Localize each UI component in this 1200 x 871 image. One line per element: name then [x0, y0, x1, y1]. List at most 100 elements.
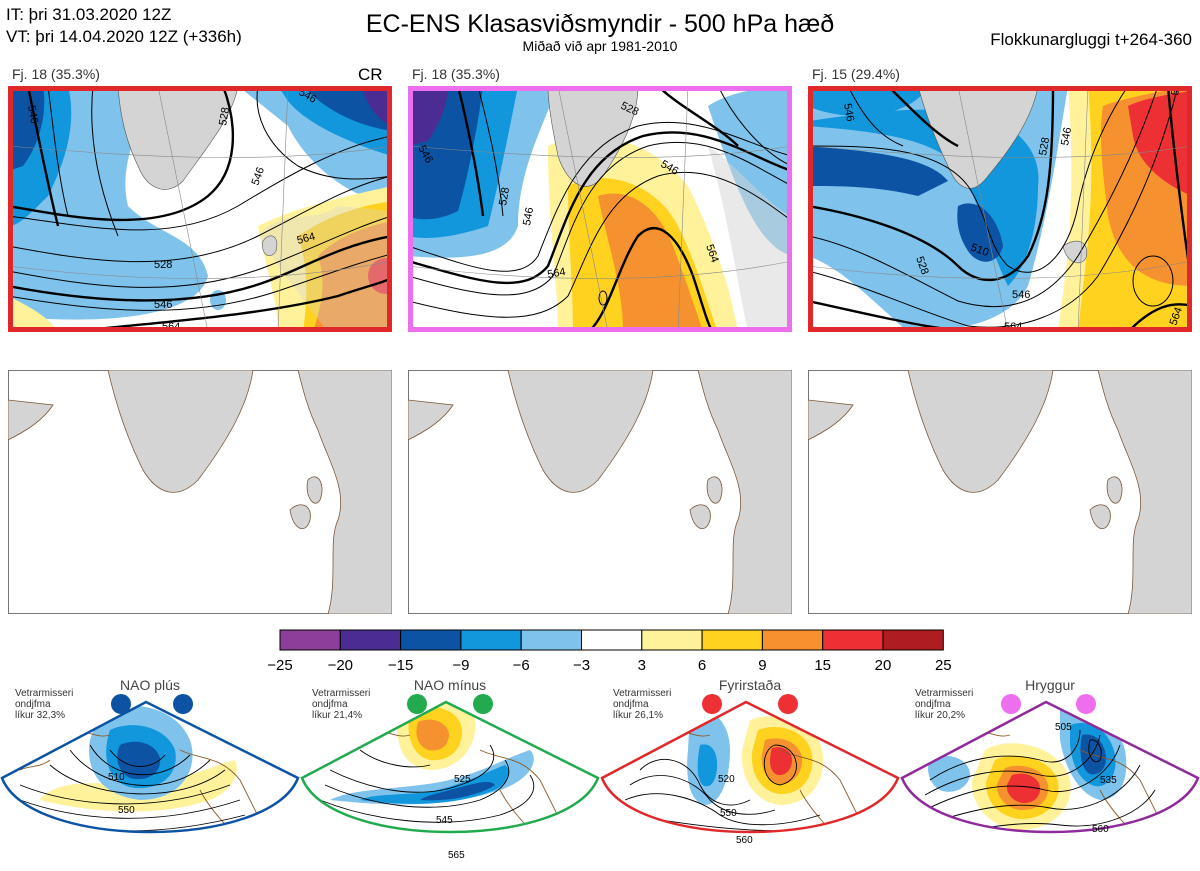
regime-2-dot: [473, 694, 493, 714]
contour-label: 528: [913, 255, 931, 276]
cluster-1-label: Fj. 18 (35.3%): [12, 66, 100, 82]
empty-map-3: [808, 370, 1192, 614]
contour-label: 510: [108, 772, 125, 783]
regime-4-info: Vetrarmisseri ondjfma líkur 20,2%: [915, 688, 974, 721]
contour-label: 528: [217, 106, 232, 126]
cluster-2-border: [408, 86, 792, 332]
contour-label: 545: [436, 815, 453, 826]
page-title: EC-ENS Klasasviðsmyndir - 500 hPa hæð: [365, 10, 835, 38]
colorbar-tick-label: 25: [935, 657, 952, 674]
colorbar-swatch: [882, 629, 944, 651]
regime-1-info: Vetrarmisseri ondjfma líkur 32,3%: [15, 688, 74, 721]
colorbar-swatch: [339, 629, 402, 651]
regime-3-border: [600, 700, 900, 834]
cluster-map-2: 528 546 528 546 564 564 546: [408, 86, 792, 332]
contour-label: 528: [154, 259, 172, 271]
contour-label: 564: [162, 321, 180, 332]
regime-1-title: NAO plús: [120, 677, 180, 693]
cluster-map-3: 546 528 510 546 528 564 546 564 564: [808, 86, 1192, 332]
contour-label: 528: [497, 186, 512, 206]
contour-label: 510: [969, 242, 990, 260]
cluster-2-label: Fj. 18 (35.3%): [412, 66, 500, 82]
valid-time: VT: þri 14.04.2020 12Z (+336h): [6, 27, 242, 46]
contour-label: 564: [703, 243, 721, 264]
colorbar-ticks: −25 −20 −15 −9 −6 −3 3 6 9 15 20 25: [267, 657, 951, 674]
colorbar-tick-label: 6: [698, 657, 706, 674]
contour-label: 546: [521, 206, 536, 226]
contour-label: 565: [448, 850, 465, 861]
init-time: IT: þri 31.03.2020 12Z: [6, 5, 172, 24]
contour-label: 546: [250, 166, 268, 187]
contour-label: 550: [720, 808, 737, 819]
empty-map-1: [8, 370, 392, 614]
regime-map-2: 525 545 565: [300, 694, 600, 861]
colorbar-swatches: [279, 629, 944, 651]
colorbar: −25 −20 −15 −9 −6 −3 3 6 9 15 20 25: [267, 629, 952, 674]
cluster-3-border: [808, 86, 1192, 332]
colorbar-tick-label: 20: [875, 657, 892, 674]
contour-label: 525: [454, 774, 471, 785]
regime-3-title: Fyrirstaða: [718, 677, 782, 693]
colorbar-tick-label: −9: [452, 657, 469, 674]
colorbar-swatch: [520, 629, 583, 651]
page-subtitle: Miðað við apr 1981-2010: [522, 38, 678, 54]
regime-4-dot: [1076, 694, 1096, 714]
contour-label: 560: [1092, 824, 1109, 835]
contour-label: 550: [118, 805, 135, 816]
cluster-map-1: 546 528 546 564 528 546 564 546: [8, 86, 392, 332]
colorbar-tick-label: 9: [758, 657, 766, 674]
colorbar-tick-label: −20: [328, 657, 353, 674]
contour-label: 528: [1037, 136, 1052, 156]
colorbar-swatch: [701, 629, 763, 651]
colorbar-swatch: [581, 629, 643, 651]
contour-label: 546: [841, 102, 856, 122]
contour-label: 564: [1004, 321, 1022, 332]
colorbar-tick-label: −25: [267, 657, 292, 674]
colorbar-swatch: [279, 629, 341, 651]
contour-label: 564: [296, 231, 317, 247]
regime-4-dot: [1001, 694, 1021, 714]
contour-label: 546: [25, 104, 40, 124]
regime-map-4: 505 535 560: [900, 694, 1200, 835]
empty-map-2: [408, 370, 792, 614]
contour-label: 564: [1169, 86, 1184, 97]
regime-2-border: [300, 700, 600, 834]
cluster-3-label: Fj. 15 (29.4%): [812, 66, 900, 82]
colorbar-swatch: [641, 629, 703, 651]
contour-label: 505: [1055, 722, 1072, 733]
colorbar-tick-label: 15: [814, 657, 831, 674]
contour-label: 520: [718, 774, 735, 785]
header-dates: IT: þri 31.03.2020 12Z VT: þri 14.04.202…: [6, 4, 242, 48]
regime-4-border: [900, 700, 1200, 834]
regime-2-dot: [407, 694, 427, 714]
cluster-1-tag: CR: [358, 65, 383, 84]
contour-label: 560: [736, 835, 753, 846]
contour-label: 564: [1168, 306, 1186, 327]
regime-2-info: Vetrarmisseri ondjfma líkur 21,4%: [312, 688, 371, 721]
regime-4-title: Hryggur: [1025, 677, 1075, 693]
regime-2-title: NAO mínus: [413, 677, 487, 693]
regime-1-dot: [111, 694, 131, 714]
regime-map-3: 520 550 560: [600, 694, 900, 846]
regime-3-dot: [778, 694, 798, 714]
contour-label: 546: [1059, 126, 1074, 146]
regime-3-dot: [702, 694, 722, 714]
colorbar-swatch: [761, 629, 824, 651]
regime-map-1: 510 550: [0, 694, 300, 834]
regime-1-dot: [173, 694, 193, 714]
contour-label: 546: [154, 299, 172, 311]
colorbar-tick-label: 3: [638, 657, 646, 674]
regime-3-info: Vetrarmisseri ondjfma líkur 26,1%: [613, 688, 672, 721]
colorbar-tick-label: −6: [513, 657, 530, 674]
colorbar-swatch: [460, 629, 522, 651]
colorbar-swatch: [822, 629, 884, 651]
colorbar-tick-label: −3: [573, 657, 590, 674]
cluster-1-border: [8, 86, 392, 332]
colorbar-tick-label: −15: [388, 657, 413, 674]
regime-1-border: [0, 700, 300, 834]
classification-window: Flokkunargluggi t+264-360: [990, 30, 1192, 49]
contour-label: 564: [546, 266, 566, 281]
contour-label: 535: [1100, 775, 1117, 786]
contour-label: 546: [1012, 289, 1030, 301]
colorbar-swatch: [400, 629, 462, 651]
